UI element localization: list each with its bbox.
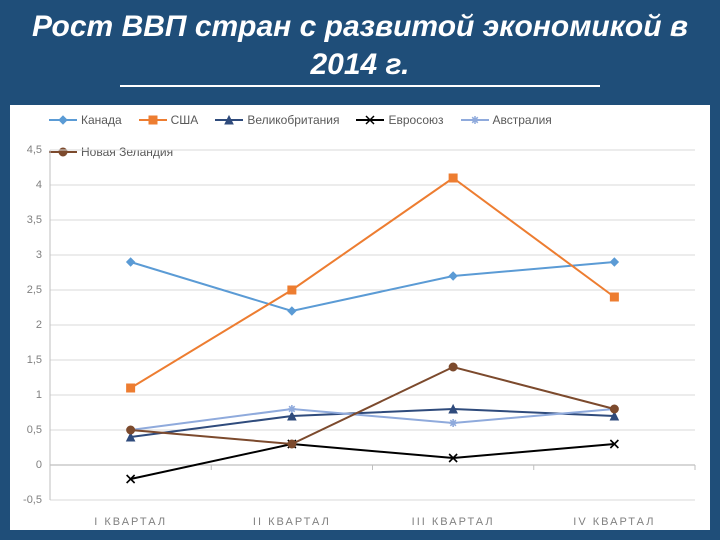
legend-item: Великобритания bbox=[216, 113, 339, 127]
legend-label: Великобритания bbox=[247, 113, 339, 127]
y-tick-label: 0,5 bbox=[16, 424, 42, 436]
line-chart bbox=[10, 140, 710, 530]
legend-item: Австралия bbox=[462, 113, 552, 127]
y-tick-label: 0 bbox=[16, 459, 42, 471]
x-tick-label: III КВАРТАЛ bbox=[412, 516, 495, 528]
x-tick-label: II КВАРТАЛ bbox=[253, 516, 331, 528]
legend-item: Канада bbox=[50, 113, 122, 127]
legend-swatch bbox=[50, 113, 76, 127]
legend-label: Канада bbox=[81, 113, 122, 127]
y-tick-label: 4 bbox=[16, 179, 42, 191]
x-tick-label: IV КВАРТАЛ bbox=[573, 516, 655, 528]
y-tick-label: 2 bbox=[16, 319, 42, 331]
title-underline bbox=[120, 85, 600, 87]
legend-label: Евросоюз bbox=[388, 113, 443, 127]
y-tick-label: 3,5 bbox=[16, 214, 42, 226]
legend-item: Евросоюз bbox=[357, 113, 443, 127]
y-tick-label: -0,5 bbox=[16, 494, 42, 506]
y-tick-label: 1 bbox=[16, 389, 42, 401]
x-tick-label: I КВАРТАЛ bbox=[94, 516, 167, 528]
legend-swatch bbox=[216, 113, 242, 127]
legend-swatch bbox=[357, 113, 383, 127]
legend-swatch bbox=[140, 113, 166, 127]
legend-label: Австралия bbox=[493, 113, 552, 127]
legend-label: США bbox=[171, 113, 199, 127]
slide: Рост ВВП стран с развитой экономикой в 2… bbox=[0, 0, 720, 540]
legend-item: США bbox=[140, 113, 199, 127]
y-tick-label: 4,5 bbox=[16, 144, 42, 156]
page-title: Рост ВВП стран с развитой экономикой в 2… bbox=[0, 0, 720, 85]
legend-swatch bbox=[462, 113, 488, 127]
y-tick-label: 3 bbox=[16, 249, 42, 261]
y-tick-label: 2,5 bbox=[16, 284, 42, 296]
plot-area: -0,5 0 0,5 1 1,5 2 2,5 3 3,5 4 4,5 I КВАРТАЛ II КВАР… bbox=[10, 140, 710, 530]
chart-panel: Канада США Великобритания Евросоюз Австр… bbox=[10, 105, 710, 530]
y-tick-label: 1,5 bbox=[16, 354, 42, 366]
